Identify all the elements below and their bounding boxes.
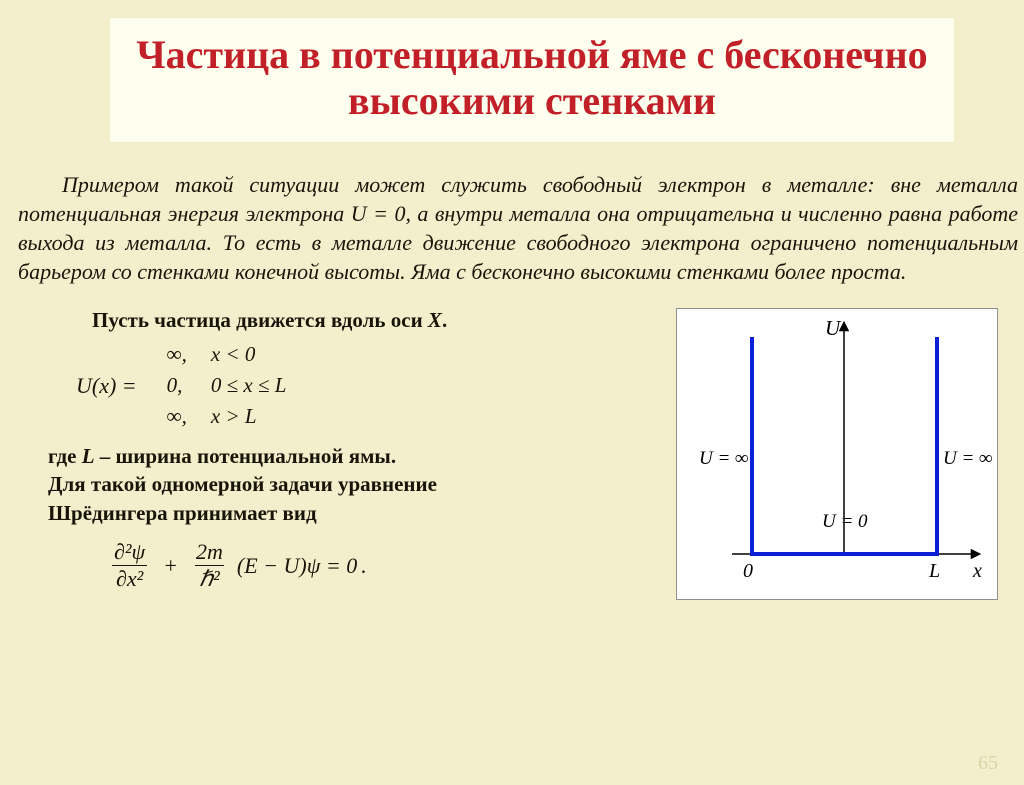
label-x: x [972,560,982,582]
lead-prefix: Пусть частица движется вдоль оси [92,308,428,332]
after-l2: Для такой одномерной задачи уравнение [48,472,437,496]
label-U: U [825,316,842,340]
piecewise-lhs: U(x) = [76,373,137,399]
after-l1b: – ширина потенциальной ямы. [95,444,397,468]
eq-frac2-num: 2m [192,541,227,565]
schrodinger-equation: ∂²ψ ∂x² + 2m ℏ² (E − U)ψ = 0 . [106,541,652,590]
lead-suffix: . [442,308,447,332]
eq-dot: . [361,553,367,579]
page-number: 65 [978,752,998,775]
label-UinfL: U = ∞ [699,448,749,469]
after-l3: Шрёдингера принимает вид [48,501,317,525]
label-L: L [928,560,940,582]
after-l1a: где [48,444,82,468]
eq-frac1: ∂²ψ ∂x² [110,541,149,590]
label-UinfR: U = ∞ [943,448,993,469]
piecewise-val: 0, [155,370,199,401]
left-column: Пусть частица движется вдоль оси X. U(x)… [48,308,652,600]
after-text: где L – ширина потенциальной ямы. Для та… [48,442,652,527]
page-title: Частица в потенциальной яме с бесконечно… [120,32,944,124]
piecewise-row: ∞, x > L [155,401,299,432]
eq-frac2-den: ℏ² [195,565,224,590]
eq-plus: + [163,553,178,579]
piecewise-row: 0, 0 ≤ x ≤ L [155,370,299,401]
potential-well-svg: U U = ∞ U = ∞ U = 0 0 L x [677,309,997,599]
lead-sentence: Пусть частица движется вдоль оси X. [48,308,652,333]
piecewise-cond: 0 ≤ x ≤ L [199,370,299,401]
title-box: Частица в потенциальной яме с бесконечно… [110,18,954,142]
eq-frac2: 2m ℏ² [192,541,227,590]
piecewise-row: ∞, x < 0 [155,339,299,370]
lead-axis: X [428,308,442,332]
piecewise-cond: x < 0 [199,339,299,370]
eq-tail: (E − U)ψ = 0 [237,553,357,579]
eq-frac1-den: ∂x² [112,565,147,590]
piecewise-cond: x > L [199,401,299,432]
content-columns: Пусть частица движется вдоль оси X. U(x)… [48,308,998,600]
after-Lvar: L [82,444,95,468]
piecewise-cases: ∞, x < 0 0, 0 ≤ x ≤ L ∞, x > L [155,339,299,432]
label-U0: U = 0 [822,511,868,532]
eq-frac1-num: ∂²ψ [110,541,149,565]
piecewise-val: ∞, [155,339,199,370]
label-zero: 0 [743,560,753,582]
intro-paragraph: Примером такой ситуации может служить св… [18,170,1018,286]
piecewise-val: ∞, [155,401,199,432]
piecewise-definition: U(x) = ∞, x < 0 0, 0 ≤ x ≤ L ∞, x > L [76,339,652,432]
potential-well-figure: U U = ∞ U = ∞ U = 0 0 L x [676,308,998,600]
